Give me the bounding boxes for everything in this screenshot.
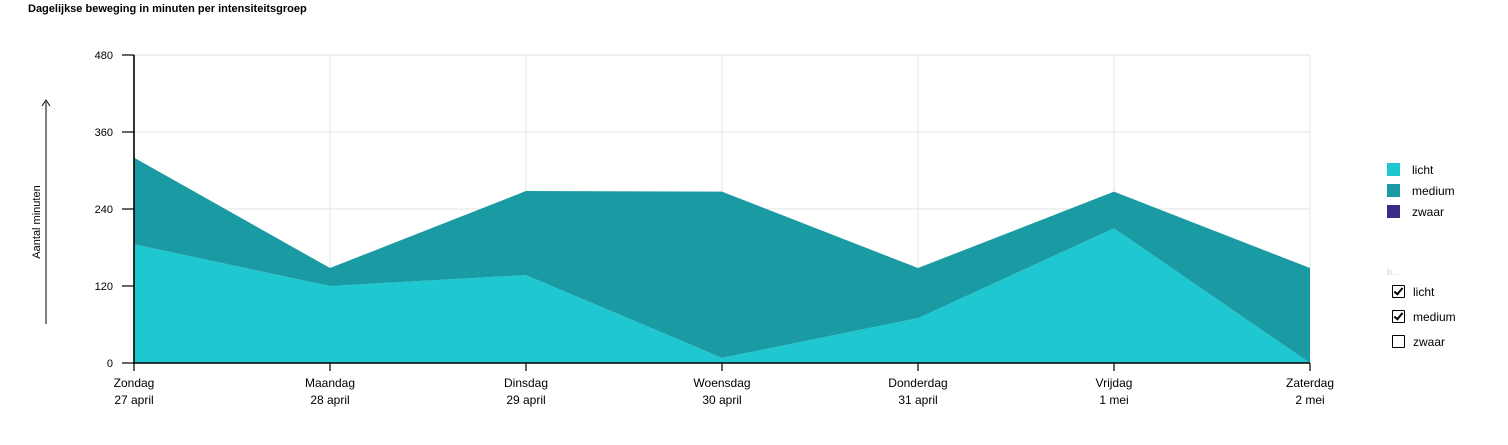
legend: licht medium zwaar	[1387, 159, 1455, 222]
filter-item-licht[interactable]: licht	[1387, 279, 1456, 304]
x-tick-label-date: 27 april	[114, 393, 153, 407]
x-tick-label-day: Zaterdag	[1286, 376, 1334, 390]
x-tick-label-day: Dinsdag	[504, 376, 548, 390]
checkbox-medium[interactable]	[1392, 310, 1405, 323]
x-tick-label-day: Donderdag	[888, 376, 947, 390]
axes	[41, 54, 1311, 371]
filter-item-medium[interactable]: medium	[1387, 304, 1456, 329]
x-tick-label-day: Woensdag	[693, 376, 750, 390]
legend-swatch-zwaar	[1387, 205, 1400, 218]
x-tick-label-day: Vrijdag	[1096, 376, 1133, 390]
y-tick-label-360: 360	[95, 127, 113, 139]
x-tick-label-day: Maandag	[305, 376, 355, 390]
x-tick-label-date: 30 april	[702, 393, 741, 407]
filter-label-zwaar: zwaar	[1413, 334, 1446, 349]
legend-swatch-licht	[1387, 163, 1400, 176]
area-licht	[134, 228, 1310, 363]
filter-item-zwaar[interactable]: zwaar	[1387, 329, 1456, 354]
y-tick-label-240: 240	[95, 204, 113, 216]
y-tick-label-0: 0	[107, 358, 113, 370]
area-medium	[134, 157, 1310, 363]
labels: 0 120 240 360 480 Zondag 27 april Maandag 28 apr…	[31, 50, 1334, 407]
x-tick-label-date: 28 april	[310, 393, 349, 407]
x-tick-label-date: 31 april	[898, 393, 937, 407]
chart-title: Dagelijkse beweging in minuten per inten…	[28, 3, 307, 15]
checkbox-licht[interactable]	[1392, 285, 1405, 298]
legend-label-medium: medium	[1412, 183, 1455, 198]
filter-label-medium: medium	[1413, 309, 1456, 324]
series-filter: b... licht medium zwaar	[1387, 265, 1456, 354]
y-tick-label-120: 120	[95, 281, 113, 293]
y-tick-label-480: 480	[95, 50, 113, 62]
legend-label-zwaar: zwaar	[1412, 204, 1445, 219]
x-tick-label-date: 2 mei	[1295, 393, 1324, 407]
legend-label-licht: licht	[1412, 162, 1434, 177]
x-tick-label-date: 29 april	[506, 393, 545, 407]
areas	[134, 157, 1310, 363]
legend-swatch-medium	[1387, 184, 1400, 197]
legend-item-medium: medium	[1387, 180, 1455, 201]
filter-label-licht: licht	[1413, 284, 1435, 299]
y-axis-title: Aantal minuten	[31, 185, 43, 258]
y-axis-arrow-head	[41, 99, 51, 107]
x-tick-label-day: Zondag	[114, 376, 155, 390]
filter-hint: b...	[1387, 267, 1400, 277]
legend-item-zwaar: zwaar	[1387, 201, 1455, 222]
checkbox-zwaar[interactable]	[1392, 335, 1405, 348]
x-tick-label-date: 1 mei	[1099, 393, 1128, 407]
legend-item-licht: licht	[1387, 159, 1455, 180]
